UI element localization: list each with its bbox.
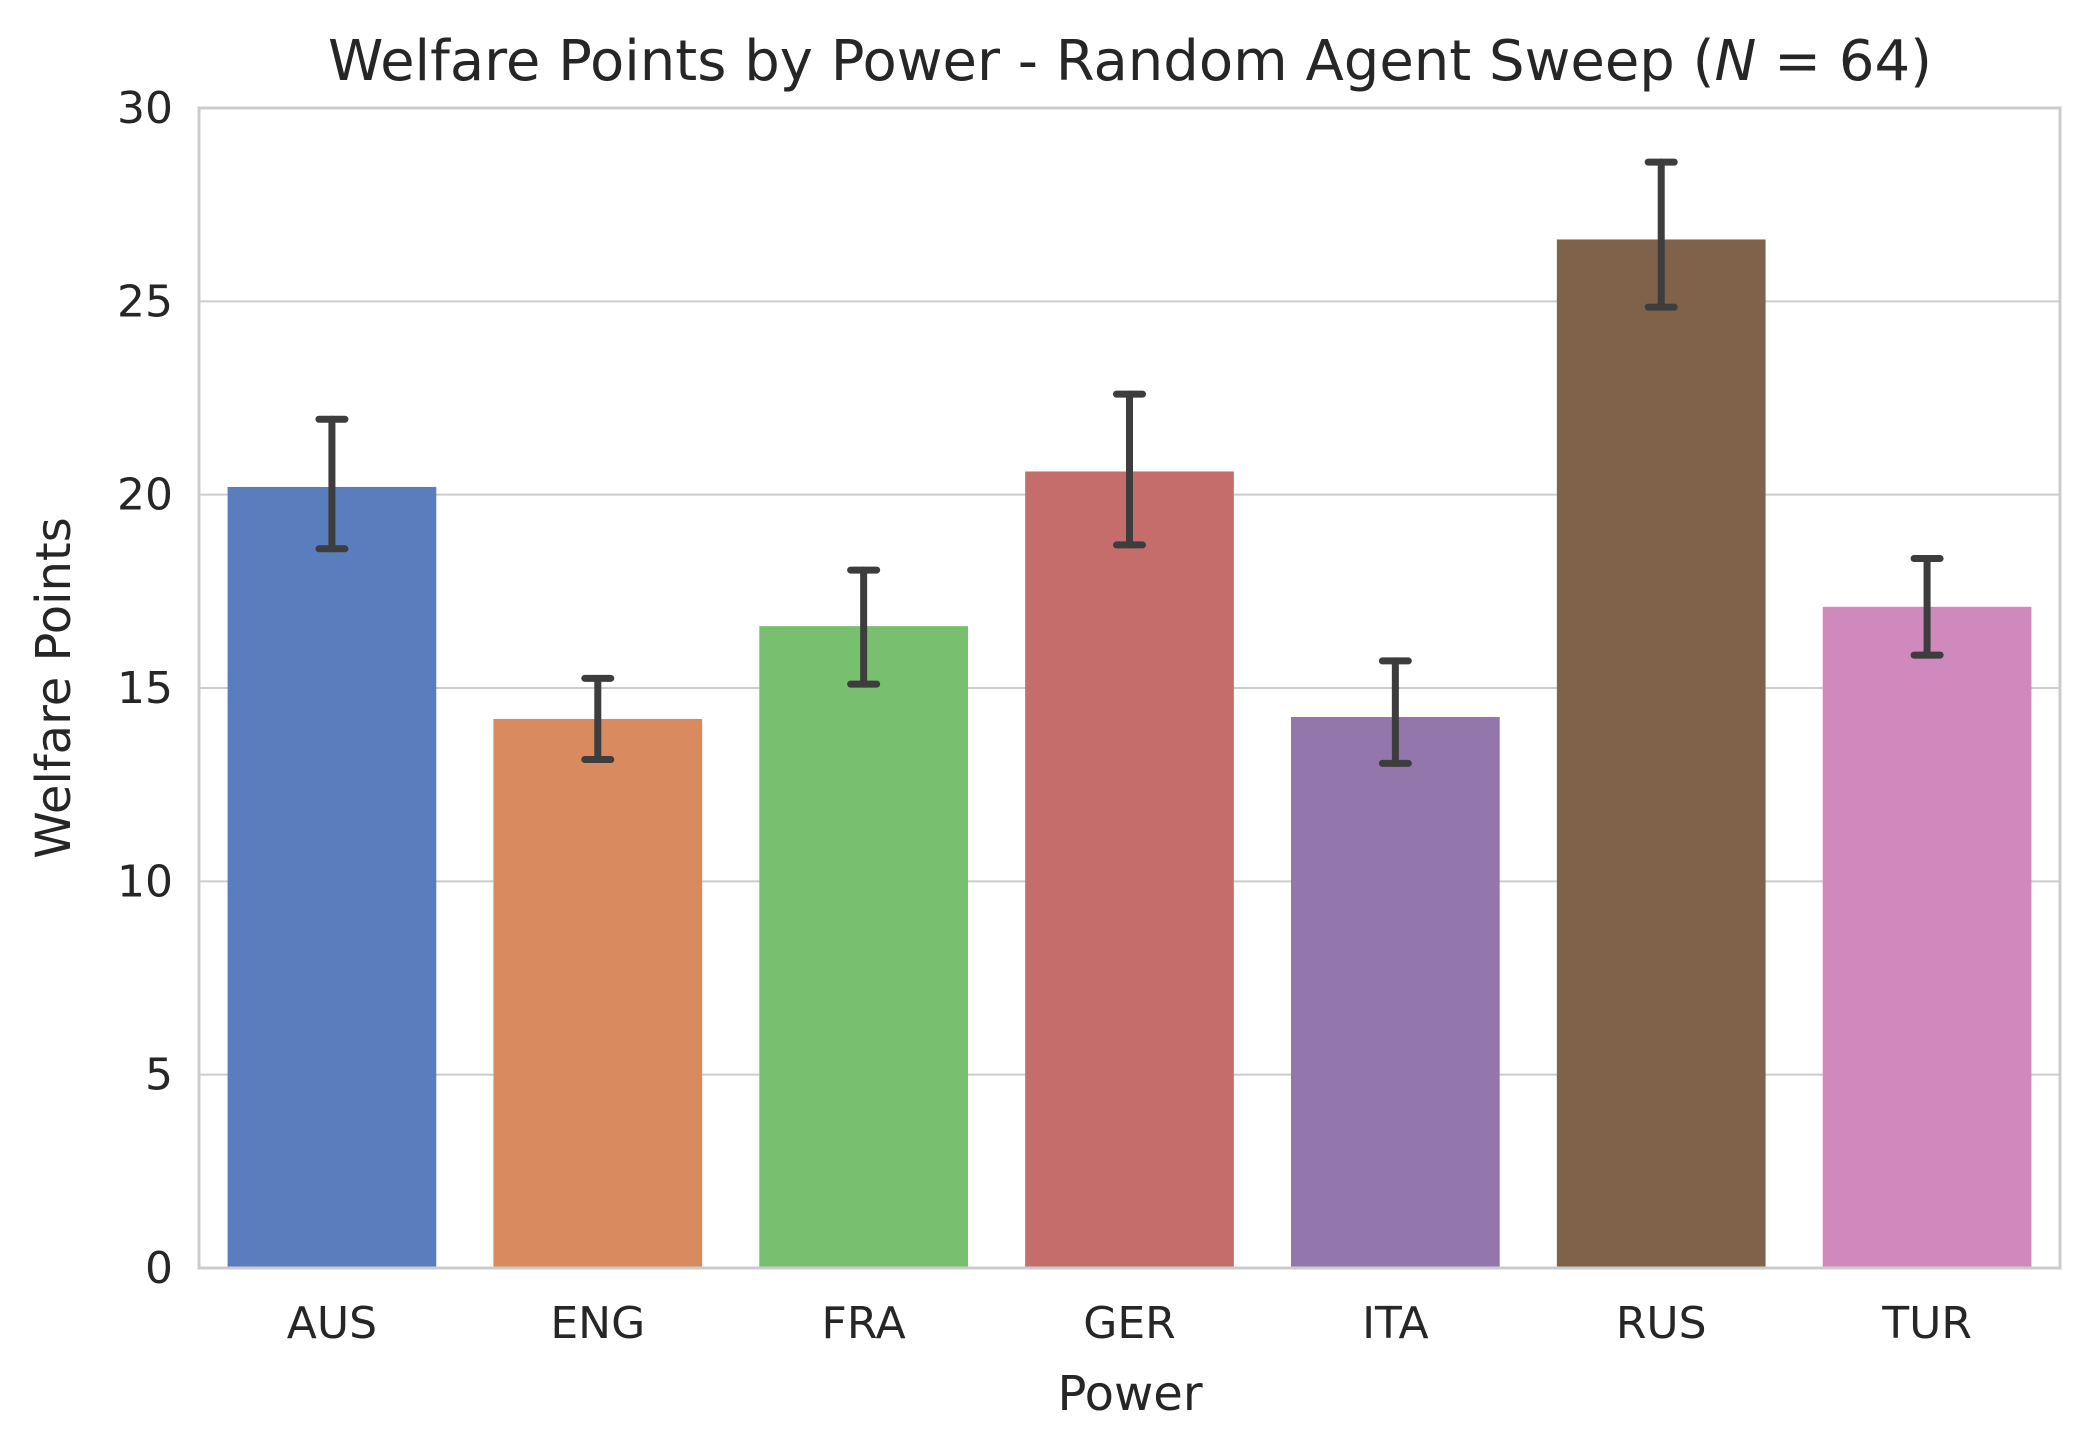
x-tick-label-eng: ENG xyxy=(550,1298,645,1349)
y-axis-label: Welfare Points xyxy=(26,517,82,858)
y-tick-label: 25 xyxy=(117,276,173,327)
error-bar-rus xyxy=(1644,158,1678,311)
error-bar-tur xyxy=(1910,554,1944,659)
x-tick-label-tur: TUR xyxy=(1881,1298,1972,1349)
error-bar-eng xyxy=(581,674,615,764)
y-tick-label: 20 xyxy=(117,470,173,521)
chart-title-main: Welfare Points by Power - Random Agent S… xyxy=(328,29,1714,94)
y-tick-label: 15 xyxy=(117,663,173,714)
bar-rus xyxy=(1556,239,1766,1268)
error-bar-aus xyxy=(315,415,349,553)
y-tick-label: 0 xyxy=(145,1243,173,1294)
bar-eng xyxy=(493,718,703,1268)
x-tick-label-ger: GER xyxy=(1083,1298,1175,1349)
plot-frame xyxy=(197,106,2062,1270)
bar-tur xyxy=(1822,606,2032,1268)
error-bar-fra xyxy=(847,566,881,688)
chart-title-end: = 64) xyxy=(1756,29,1932,94)
x-tick-label-fra: FRA xyxy=(822,1298,906,1349)
chart-title-italic: N xyxy=(1714,29,1756,94)
bars xyxy=(227,239,2032,1268)
error-bars xyxy=(315,158,1944,767)
y-axis-ticks: 0 5 10 15 20 25 30 xyxy=(117,83,173,1294)
bar-ita xyxy=(1291,717,1500,1268)
error-bar-ita xyxy=(1378,657,1412,767)
x-tick-label-ita: ITA xyxy=(1362,1298,1429,1349)
bar-fra xyxy=(759,626,968,1268)
bar-aus xyxy=(227,486,437,1268)
chart-title: Welfare Points by Power - Random Agent S… xyxy=(328,29,1932,94)
x-tick-label-rus: RUS xyxy=(1616,1298,1707,1349)
x-tick-label-aus: AUS xyxy=(287,1298,377,1349)
y-tick-label: 30 xyxy=(117,83,173,134)
y-tick-label: 5 xyxy=(145,1050,173,1101)
error-bar-ger xyxy=(1113,390,1146,549)
bar-ger xyxy=(1025,471,1234,1268)
x-axis-label: Power xyxy=(1057,1366,1202,1422)
x-axis-ticks: AUS ENG FRA GER ITA RUS TUR xyxy=(287,1298,1972,1349)
y-tick-label: 10 xyxy=(117,856,173,907)
